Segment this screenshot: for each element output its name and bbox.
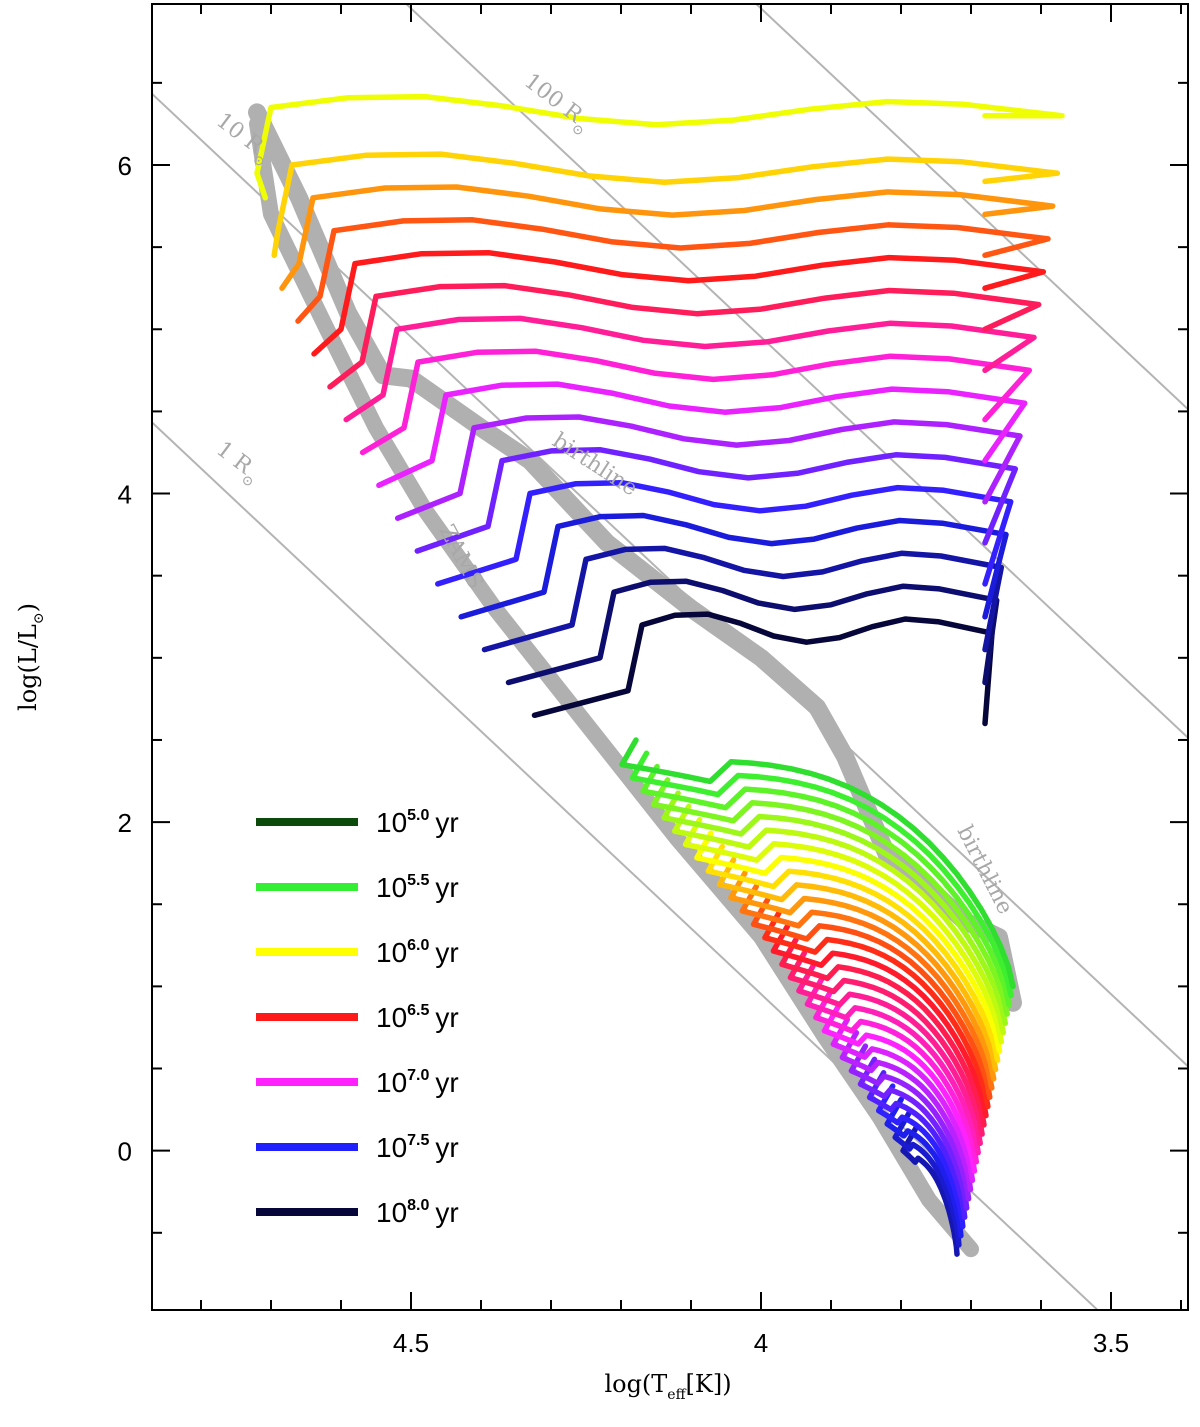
track-highmass — [254, 93, 1065, 201]
track-lowmass — [892, 1109, 962, 1248]
track-highmass — [327, 282, 1042, 390]
y-tick-label: 6 — [118, 151, 132, 181]
track-lowmass — [821, 1003, 978, 1174]
legend: 105.0 yr 105.5 yr 106.0 yr 106.5 yr 107.0 yr 107.5… — [256, 807, 459, 1228]
legend-label: 105.0 yr — [376, 807, 459, 838]
track-highmass — [343, 315, 1037, 423]
track-lowmass — [728, 870, 997, 1082]
legend-label: 107.0 yr — [376, 1067, 459, 1098]
x-axis-title: log(Teff[K]) — [604, 1370, 731, 1403]
track-highmass — [359, 348, 1033, 456]
axis-ticks: 4.5 4 3.5 0 2 4 6 — [118, 4, 1188, 1358]
y-tick-label: 2 — [118, 808, 132, 838]
track-lowmass — [750, 896, 993, 1100]
track-lowmass — [848, 1043, 972, 1202]
annotations: 1 R⊙10 R⊙100 R⊙1000 R⊙ZAMSbirthlinebirth… — [211, 69, 1017, 919]
evolution-tracks — [254, 93, 1065, 1257]
track-lowmass — [875, 1083, 966, 1230]
legend-label: 106.5 yr — [376, 1002, 459, 1033]
track-lowmass — [619, 737, 1016, 990]
track-highmass — [376, 381, 1028, 489]
track-lowmass — [770, 923, 989, 1119]
track-lowmass — [830, 1016, 976, 1184]
track-lowmass — [762, 910, 991, 1110]
legend-label: 107.5 yr — [376, 1132, 459, 1163]
radius-line — [152, 421, 1100, 1310]
zams-band — [249, 115, 979, 1258]
track-highmass — [458, 512, 1009, 620]
x-tick-label: 3.5 — [1093, 1328, 1129, 1358]
track-highmass — [435, 479, 1014, 587]
track-lowmass — [813, 990, 980, 1165]
track-lowmass — [661, 790, 1009, 1027]
track-highmass — [505, 578, 1000, 686]
track-lowmass — [739, 883, 995, 1091]
track-highmass — [295, 217, 1051, 324]
track-lowmass — [705, 843, 1001, 1063]
legend-label: 105.5 yr — [376, 872, 459, 903]
track-lowmass — [839, 1030, 974, 1193]
track-lowmass — [804, 976, 981, 1156]
track-lowmass — [884, 1096, 964, 1239]
track-lowmass — [866, 1070, 968, 1220]
x-tick-label: 4.5 — [393, 1328, 429, 1358]
track-lowmass — [779, 936, 987, 1128]
track-highmass — [271, 151, 1061, 259]
track-highmass — [414, 447, 1019, 554]
track-highmass — [394, 414, 1023, 521]
reference-bands — [248, 103, 1022, 1258]
radius-line — [404, 4, 1188, 740]
track-lowmass — [787, 950, 985, 1137]
track-lowmass — [716, 857, 999, 1073]
y-tick-label: 0 — [118, 1137, 132, 1167]
track-lowmass — [694, 830, 1003, 1054]
track-highmass — [279, 184, 1056, 291]
radius-line — [754, 4, 1188, 411]
track-highmass — [311, 249, 1047, 357]
track-lowmass — [650, 777, 1010, 1017]
track-highmass — [481, 545, 1005, 653]
y-tick-label: 4 — [118, 480, 132, 510]
x-tick-label: 4 — [754, 1328, 768, 1358]
track-lowmass — [796, 963, 983, 1147]
legend-label: 106.0 yr — [376, 937, 459, 968]
track-lowmass — [900, 1123, 960, 1257]
track-highmass — [531, 611, 995, 727]
radius-label: 100 R⊙ — [516, 69, 596, 140]
y-axis-title: log(L/L⊙) — [14, 603, 47, 711]
track-lowmass — [682, 817, 1005, 1045]
track-lowmass — [629, 750, 1014, 999]
track-lowmass — [857, 1056, 970, 1211]
track-lowmass — [640, 763, 1012, 1008]
legend-label: 108.0 yr — [376, 1197, 459, 1228]
track-lowmass — [671, 803, 1007, 1036]
